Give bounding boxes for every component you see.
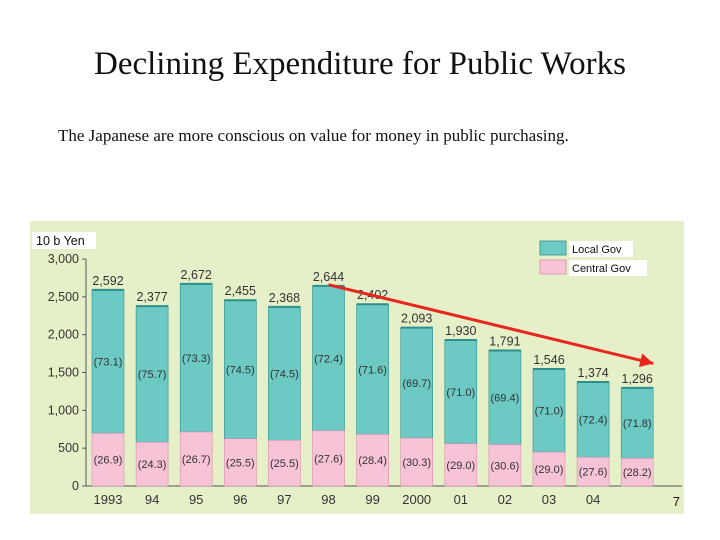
bar-local-gov <box>400 327 434 439</box>
bar-central-gov <box>444 443 478 487</box>
y-tick-label: 500 <box>58 441 79 455</box>
local-share-label: (72.4) <box>579 415 608 427</box>
slide-subtitle: The Japanese are more conscious on value… <box>58 126 569 145</box>
bar-total-label: 2,368 <box>269 291 300 305</box>
bar-total-label: 2,093 <box>401 312 432 326</box>
bar-total-label: 1,296 <box>622 372 653 386</box>
local-share-label: (69.7) <box>402 378 431 390</box>
legend-swatch-central <box>539 259 567 275</box>
central-share-label: (29.0) <box>446 460 475 472</box>
bar-central-gov <box>532 451 566 487</box>
ylabel-box <box>32 232 96 249</box>
x-tick-label: 96 <box>233 492 247 507</box>
local-share-label: (73.1) <box>94 357 123 369</box>
slide-title: Declining Expenditure for Public Works <box>94 46 626 82</box>
central-share-label: (27.6) <box>314 453 343 465</box>
bar-total-label: 2,377 <box>136 290 167 304</box>
trend-arrow-line <box>328 283 654 365</box>
bar-local-gov <box>488 350 522 445</box>
bar-local-gov <box>444 339 478 444</box>
central-share-label: (25.5) <box>270 458 299 470</box>
local-share-label: (69.4) <box>491 393 520 405</box>
bar-central-gov <box>576 457 610 487</box>
x-tick-label: 03 <box>542 492 556 507</box>
legend-label-box <box>569 260 647 276</box>
central-share-label: (25.5) <box>226 457 255 469</box>
x-tick-label: 04 <box>586 492 600 507</box>
ylabel: 10 b Yen <box>36 234 85 248</box>
central-share-label: (26.7) <box>182 454 211 466</box>
central-share-label: (26.9) <box>94 455 123 467</box>
bar-total-label: 2,455 <box>225 284 256 298</box>
bar-central-gov <box>91 432 125 487</box>
bar-total-label: 2,672 <box>181 268 212 282</box>
central-share-label: (27.6) <box>579 467 608 479</box>
local-share-label: (73.3) <box>182 353 211 365</box>
page-number: 7 <box>630 494 684 514</box>
local-share-label: (71.0) <box>446 387 475 399</box>
local-share-label: (74.5) <box>270 369 299 381</box>
x-tick-label: 02 <box>498 492 512 507</box>
central-share-label: (28.2) <box>623 467 652 479</box>
chart-panel: 0 500 1,000 1,500 2,000 2,500 3,000 10 b Yen 2,5… <box>30 221 684 514</box>
expenditure-chart: 0 500 1,000 1,500 2,000 2,500 3,000 10 b Yen 2,5… <box>30 221 684 514</box>
x-tick-label: 94 <box>145 492 159 507</box>
x-tick-label: 97 <box>277 492 291 507</box>
legend-label-central: Central Gov <box>572 263 631 275</box>
legend-label-box <box>569 241 633 257</box>
y-tick-label: 3,000 <box>48 252 79 266</box>
bar-central-gov <box>488 444 522 487</box>
central-share-label: (30.6) <box>491 460 520 472</box>
bar-total-label: 1,546 <box>533 353 564 367</box>
legend-label-local: Local Gov <box>572 244 622 256</box>
y-tick-label: 1,000 <box>48 403 79 417</box>
bar-central-gov <box>224 438 257 487</box>
bar-total-label: 2,592 <box>92 274 123 288</box>
x-tick-label: 99 <box>365 492 379 507</box>
x-tick-label: 2000 <box>402 492 431 507</box>
x-tick-label: 1993 <box>94 492 123 507</box>
y-tick-label: 1,500 <box>48 366 79 380</box>
bar-local-gov <box>312 285 345 432</box>
local-share-label: (71.0) <box>535 406 564 418</box>
bar-local-gov <box>179 283 213 433</box>
central-share-label: (29.0) <box>535 464 564 476</box>
bar-local-gov <box>135 305 169 443</box>
legend-swatch-local <box>539 240 567 256</box>
x-tick-label: 95 <box>189 492 203 507</box>
bar-central-gov <box>356 434 389 487</box>
bar-central-gov <box>268 440 301 487</box>
x-tick-label: 01 <box>454 492 468 507</box>
bar-central-gov <box>620 458 654 487</box>
bar-local-gov <box>576 381 610 458</box>
bar-central-gov <box>135 441 169 487</box>
bar-local-gov <box>356 303 389 435</box>
trend-arrow-head <box>638 353 654 368</box>
y-tick-label: 2,500 <box>48 290 79 304</box>
central-share-label: (28.4) <box>358 455 387 467</box>
bar-total-label: 2,644 <box>313 270 344 284</box>
bar-central-gov <box>400 437 434 487</box>
local-share-label: (71.8) <box>623 418 652 430</box>
local-share-label: (75.7) <box>138 369 167 381</box>
central-share-label: (30.3) <box>402 457 431 469</box>
bar-central-gov <box>312 430 345 487</box>
bar-total-label: 1,930 <box>445 324 476 338</box>
bar-local-gov <box>620 387 654 459</box>
y-tick-label: 2,000 <box>48 328 79 342</box>
bar-central-gov <box>179 431 213 487</box>
bar-local-gov <box>532 368 566 453</box>
bar-total-label: 1,374 <box>577 366 608 380</box>
local-share-label: (71.6) <box>358 364 387 376</box>
local-share-label: (74.5) <box>226 364 255 376</box>
local-share-label: (72.4) <box>314 353 343 365</box>
central-share-label: (24.3) <box>138 459 167 471</box>
bar-total-label: 1,791 <box>489 334 520 348</box>
x-tick-label: 98 <box>321 492 335 507</box>
y-tick-label: 0 <box>72 479 79 493</box>
